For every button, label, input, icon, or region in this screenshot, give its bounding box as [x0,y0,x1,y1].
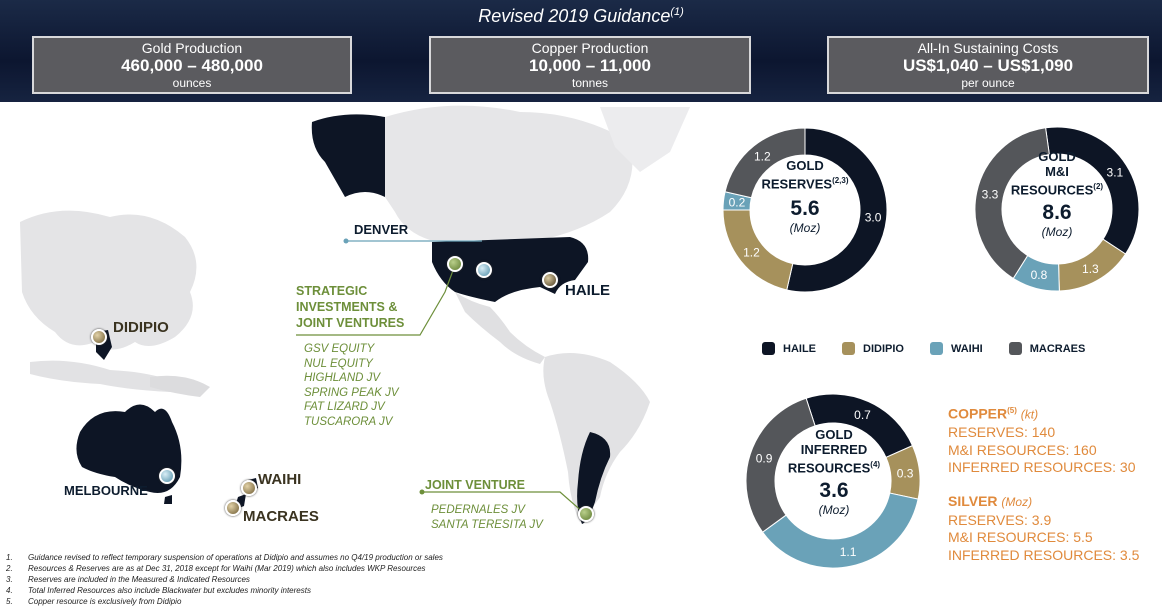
list-item: TUSCARORA JV [304,415,393,428]
jv-pin [578,506,594,522]
silver-block: SILVER (Moz) RESERVES: 3.9 M&I RESOURCES… [948,493,1140,563]
argentina [577,432,611,524]
waihi-pin [241,480,257,496]
legend-haile: HAILE [762,342,816,355]
footnote: 1. Guidance revised to reflect temporary … [6,553,443,562]
macraes-pin [225,500,241,516]
donut-value-label: 1.2 [754,149,771,163]
denver-pin [476,262,492,278]
melbourne-pin [159,468,175,484]
donut-value-label: 3.1 [1107,165,1124,179]
jv-title: JOINT VENTURE [425,478,526,492]
canada [385,105,633,240]
reserves-center: GOLD RESERVES(2,3) 5.6 (Moz) [745,158,865,235]
macraes-label: MACRAES [243,508,319,525]
footnote: 4. Total Inferred Resources also include … [6,586,311,595]
page-title: Revised 2019 Guidance(1) [478,6,684,26]
box-unit: tonnes [571,76,609,90]
box-value: 10,000 – 11,000 [529,56,651,75]
inferred-total: 3.6 [819,479,849,503]
list-item: FAT LIZARD JV [304,401,385,413]
aisc-box: All-In Sustaining Costs US$1,040 – US$1,… [827,36,1149,94]
donut-value-label: 0.9 [756,452,773,466]
donut-value-label: 1.2 [743,246,760,260]
donut-hole [750,155,860,265]
jv-items: PEDERNALES JV SANTA TERESITA JV [431,503,543,532]
legend-macraes: MACRAES [1008,342,1085,355]
box-value: US$1,040 – US$1,090 [902,56,1074,75]
asia-landmass [20,210,197,350]
list-item: GSV EQUITY [304,343,375,355]
footnote: 3. Reserves are included in the Measured … [6,575,250,584]
new-guinea [150,375,210,397]
list-item: SANTA TERESITA JV [431,518,543,531]
denver-leader-dot [343,238,349,244]
australia [76,404,182,493]
haile-label: HAILE [565,282,610,299]
donut-hole [1002,154,1112,264]
waihi-label: WAIHI [258,471,302,488]
reserves-total: 5.6 [790,197,820,221]
donut-value-label: 0.8 [1031,268,1048,282]
haile-pin [542,272,558,288]
greenland [600,107,690,172]
copper-production-box: Copper Production 10,000 – 11,000 tonnes [429,36,751,94]
box-label: All-In Sustaining Costs [917,40,1059,56]
jv-leader-dot [419,489,425,495]
didipio-label: DIDIPIO [113,319,169,336]
alaska [311,114,385,197]
chart-legend: HAILE DIDIPIO WAIHI MACRAES [762,342,1085,355]
list-item: PEDERNALES JV [431,504,525,516]
donut-hole [775,423,891,539]
box-value: 460,000 – 480,000 [121,56,263,75]
didipio-pin [91,329,107,345]
mi-center: GOLD M&I RESOURCES(2) 8.6 (Moz) [997,149,1117,239]
donut-value-label: 0.2 [729,195,746,209]
mexico-central-america [455,292,545,364]
tasmania [164,495,172,504]
list-item: HIGHLAND JV [304,372,381,384]
box-unit: per ounce [961,76,1015,90]
donut-value-label: 3.3 [982,188,999,202]
strategic-pin [447,256,463,272]
strategic-leader [296,264,456,336]
world-map [20,105,690,524]
legend-didipio: DIDIPIO [842,342,904,355]
jv-leader [422,491,586,515]
donut-value-label: 1.3 [1082,262,1099,276]
mi-total: 8.6 [1042,201,1072,225]
box-label: Gold Production [141,40,243,56]
denver-label: DENVER [354,222,409,237]
footnote: 5. Copper resource is exclusively from Di… [6,597,182,606]
donut-value-label: 0.7 [854,408,871,422]
box-unit: ounces [172,76,212,90]
list-item: NUL EQUITY [304,357,373,370]
header-banner: Revised 2019 Guidance(1) Gold Production… [0,0,1162,102]
strategic-title: STRATEGIC INVESTMENTS & JOINT VENTURES [296,284,405,330]
footnotes: 1. Guidance revised to reflect temporary … [6,552,443,607]
box-label: Copper Production [531,40,649,56]
inferred-center: GOLD INFERRED RESOURCES(4) 3.6 (Moz) [774,427,894,517]
copper-block: COPPER(5) (kt) RESERVES: 140 M&I RESOURC… [948,405,1136,476]
donut-value-label: 3.0 [865,211,882,225]
legend-waihi: WAIHI [929,342,983,355]
melbourne-label: MELBOURNE [64,483,148,498]
strategic-items: GSV EQUITY NUL EQUITY HIGHLAND JV SPRING… [304,342,399,429]
gold-production-box: Gold Production 460,000 – 480,000 ounces [32,36,352,94]
donut-value-label: 0.3 [897,466,914,480]
list-item: SPRING PEAK JV [304,386,399,399]
footnote: 2. Resources & Reserves are as at Dec 31,… [6,564,426,573]
indonesia-islands [30,360,175,392]
donut-value-label: 1.1 [840,545,857,559]
